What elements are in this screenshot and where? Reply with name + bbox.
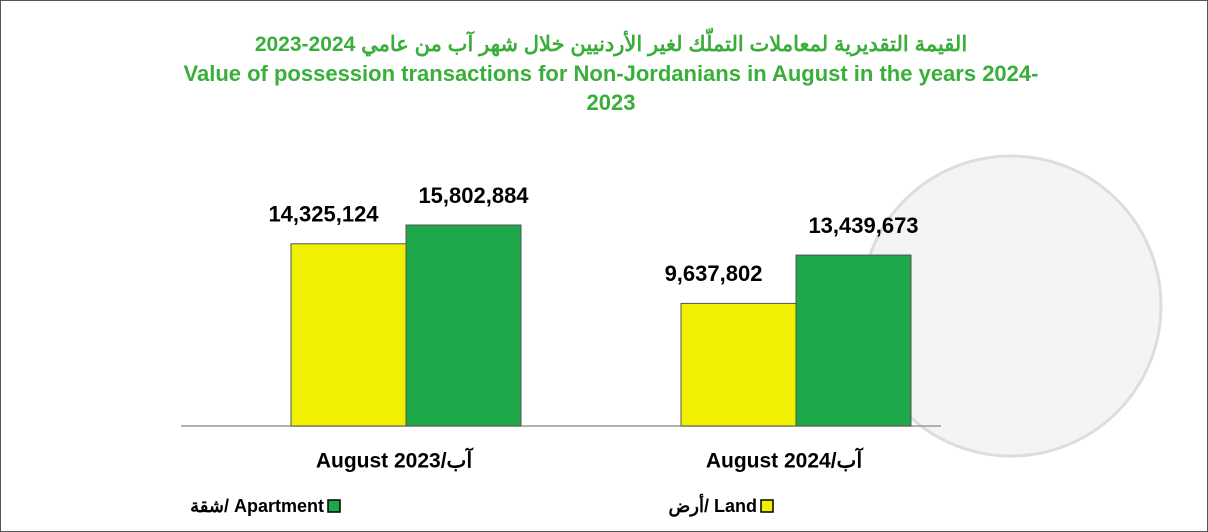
bar [680, 302, 797, 427]
x-tick-label: August 2024/آب [706, 447, 863, 473]
chart-subtitle: Value of possession transactions for Non… [183, 61, 1039, 115]
data-label: 14,325,124 [268, 202, 379, 227]
data-label: 13,439,673 [808, 213, 918, 238]
legend-label: شقة/ Apartment [190, 496, 324, 516]
title-block: القيمة التقديرية لمعاملات التملّك لغير ا… [161, 31, 1061, 117]
x-tick-label: August 2023/آب [316, 447, 473, 473]
legend-swatch [760, 499, 774, 513]
data-label: 9,637,802 [665, 261, 763, 286]
bar [405, 224, 522, 427]
legend-swatch [327, 499, 341, 513]
data-label: 15,802,884 [418, 183, 529, 208]
legend-label: أرض/ Land [669, 494, 757, 517]
bar [795, 254, 912, 427]
chart-title: القيمة التقديرية لمعاملات التملّك لغير ا… [254, 33, 968, 56]
bar [290, 243, 407, 427]
